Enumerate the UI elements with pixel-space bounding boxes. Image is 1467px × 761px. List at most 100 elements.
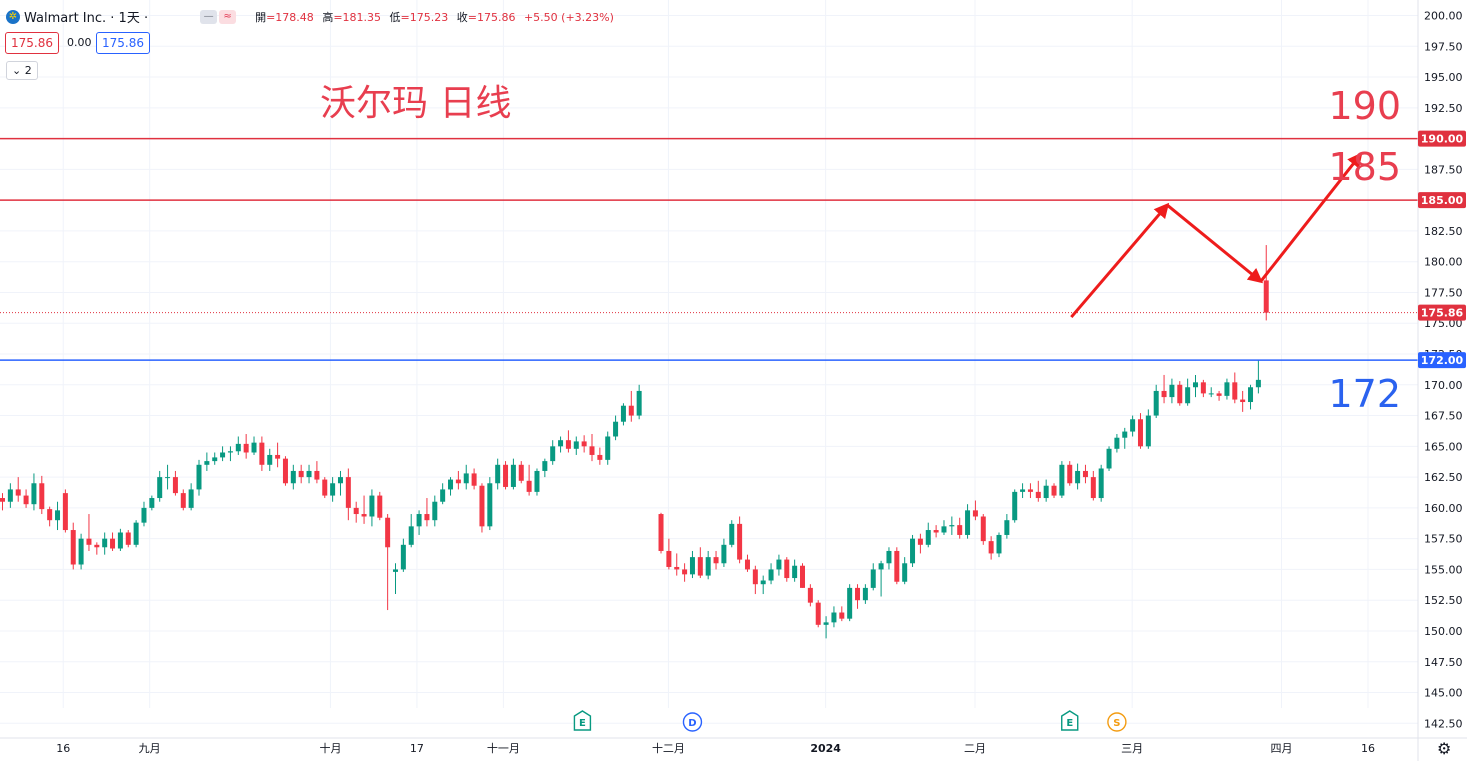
candle-body — [267, 454, 273, 465]
candle-up — [831, 606, 837, 628]
candle-down — [243, 434, 249, 459]
candle-body — [463, 473, 469, 484]
candle-body — [996, 534, 1002, 554]
sell-price-button[interactable]: 175.86 — [5, 32, 59, 54]
candle-body — [180, 493, 186, 508]
candle-up — [1145, 409, 1151, 449]
candle-body — [605, 436, 611, 460]
candle-down — [1067, 461, 1073, 486]
spread-value: 0.00 — [67, 36, 92, 49]
candle-body — [353, 507, 359, 515]
candle-body — [613, 421, 619, 437]
event-marker-label: D — [688, 718, 696, 729]
candle-up — [925, 522, 931, 548]
candle-body — [330, 483, 336, 496]
event-marker-label: S — [1113, 718, 1120, 729]
candle-down — [47, 506, 53, 527]
candle-down — [62, 489, 68, 533]
candle-down — [1216, 390, 1222, 401]
candle-body — [1035, 491, 1041, 499]
candle-up — [1020, 483, 1026, 499]
candle-body — [369, 495, 375, 517]
candle-down — [565, 430, 571, 453]
candle-down — [259, 436, 265, 471]
candle-body — [729, 523, 735, 545]
candle-body — [314, 470, 320, 480]
candle-body — [1137, 419, 1143, 447]
candle-up — [117, 528, 123, 551]
candle-down — [972, 500, 978, 521]
candle-down — [353, 501, 359, 523]
indicators-toggle[interactable]: ⌄ 2 — [6, 61, 38, 80]
ohlc-values: 開=178.48 高=181.35 低=175.23 收=175.86 +5.5… — [255, 9, 614, 25]
candle-up — [1075, 463, 1081, 490]
candle-body — [70, 530, 76, 565]
candle-body — [949, 525, 955, 527]
candle-body — [518, 464, 524, 481]
candle-body — [94, 544, 100, 548]
chart-annotation-title: 沃尔玛 日线 — [320, 83, 512, 124]
level-tag-bg — [1418, 352, 1466, 369]
candle-body — [839, 612, 845, 619]
candle-up — [1169, 378, 1175, 404]
time-tick-label: 十月 — [319, 741, 341, 755]
candle-body — [760, 580, 766, 585]
price-tick-label: 187.50 — [1424, 163, 1463, 176]
candle-up — [204, 452, 210, 471]
candle-up — [330, 477, 336, 502]
candle-body — [705, 557, 711, 576]
compare-mode-button[interactable]: ≈ — [219, 9, 237, 24]
event-marker-label: E — [579, 718, 586, 729]
line-mode-button[interactable]: — — [200, 9, 218, 24]
symbol-title[interactable]: Walmart Inc. · 1天 · — [24, 11, 149, 26]
level-tag-bg — [1418, 130, 1466, 147]
price-axis[interactable]: 200.00 197.50 195.00 192.50 190.00 187.50 185.… — [1417, 0, 1466, 761]
candle-body — [823, 622, 829, 625]
price-tick-label: 177.50 — [1424, 286, 1463, 299]
candle-body — [212, 457, 218, 462]
candlesticks — [0, 245, 1269, 639]
candle-up — [1193, 374, 1198, 398]
candle-down — [839, 606, 845, 622]
candle-body — [807, 587, 813, 603]
candle-down — [737, 516, 743, 564]
candle-body — [243, 443, 249, 453]
candle-body — [110, 538, 116, 549]
buy-price-button[interactable]: 175.86 — [96, 32, 150, 54]
candle-down — [674, 553, 680, 576]
candle-body — [47, 509, 53, 521]
candle-down — [1232, 372, 1238, 404]
candle-body — [965, 510, 971, 535]
time-tick-label: 2024 — [810, 742, 841, 755]
candle-up — [487, 477, 493, 531]
candle-down — [172, 470, 178, 496]
candle-body — [1263, 280, 1269, 313]
candle-up — [1185, 378, 1191, 406]
event-marker-E: E — [1061, 710, 1079, 731]
candle-down — [1051, 483, 1057, 499]
candle-down — [666, 538, 672, 570]
time-axis[interactable]: 16 九月 十月 17 十一月 十二月 2024 二月 三月 四月 16 — [0, 737, 1467, 755]
candle-up — [337, 470, 343, 496]
candle-up — [1106, 446, 1112, 471]
candle-body — [322, 479, 328, 496]
candle-body — [377, 495, 383, 518]
candle-down — [70, 522, 76, 570]
candle-up — [7, 483, 13, 508]
close-value: =175.86 — [467, 10, 516, 24]
candle-body — [55, 510, 61, 521]
candle-up — [847, 584, 853, 622]
candle-down — [518, 461, 524, 484]
candle-up — [440, 483, 446, 505]
time-tick-label: 十二月 — [652, 741, 685, 755]
candle-up — [133, 520, 139, 548]
candle-up — [996, 532, 1002, 558]
candle-down — [110, 532, 116, 551]
candle-body — [510, 464, 516, 487]
candle-body — [581, 441, 587, 447]
time-tick-label: 17 — [410, 742, 424, 755]
gear-icon[interactable]: ⚙ — [1437, 739, 1452, 758]
price-tick-label: 197.50 — [1424, 40, 1463, 53]
